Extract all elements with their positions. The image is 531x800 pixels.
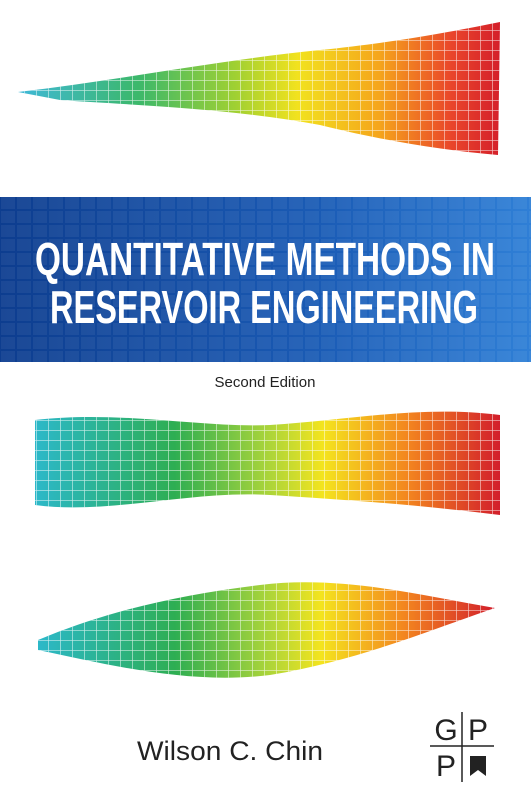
bottom-swoosh: [38, 582, 495, 678]
title-line: RESERVOIR ENGINEERING: [50, 281, 478, 333]
title-line: QUANTITATIVE METHODS IN: [35, 233, 495, 285]
title-band: QUANTITATIVE METHODS IN RESERVOIR ENGINE…: [0, 197, 531, 362]
author: Wilson C. Chin: [137, 736, 323, 766]
top-swoosh: [18, 22, 500, 155]
logo-letter: P: [436, 750, 456, 783]
publisher-logo: G P P: [430, 712, 494, 783]
logo-letter: P: [468, 714, 488, 747]
middle-swoosh: [35, 411, 500, 515]
logo-letter: G: [434, 714, 457, 747]
edition: Second Edition: [215, 374, 316, 391]
